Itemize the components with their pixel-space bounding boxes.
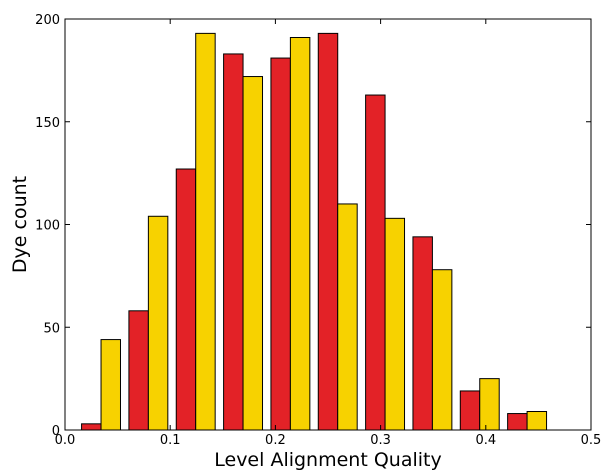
x-tick-label-2: 0.1	[160, 433, 181, 448]
bar-series-2-4	[242, 76, 264, 431]
tick-labels-group: 0.0 0.1 0.2 0.3 0.4 0.5 0 50 100 150 200	[35, 13, 601, 448]
bars-group	[81, 32, 548, 431]
bar-series-1-10	[507, 413, 528, 431]
bar-series-2-8	[431, 269, 453, 431]
bar-series-2-1	[100, 339, 121, 431]
y-tick-label-5: 200	[35, 13, 60, 28]
y-tick-label-4: 150	[35, 116, 60, 131]
bar-series-2-7	[384, 217, 406, 431]
bar-series-1-6	[317, 32, 339, 431]
bar-series-2-10	[526, 411, 548, 431]
bar-series-2-6	[337, 203, 358, 431]
bar-series-1-3	[175, 168, 197, 431]
x-tick-label-5: 0.4	[475, 433, 496, 448]
y-axis-title: Dye count	[9, 176, 31, 273]
bar-series-2-2	[147, 215, 169, 431]
x-tick-label-3: 0.2	[265, 433, 286, 448]
y-tick-label-2: 50	[43, 321, 60, 336]
bar-series-2-9	[479, 378, 500, 431]
x-tick-label-4: 0.3	[370, 433, 391, 448]
bar-series-1-8	[412, 236, 433, 431]
x-tick-label-1: 0.0	[55, 433, 76, 448]
bar-series-1-5	[270, 57, 291, 431]
ticks-group	[64, 18, 592, 431]
y-tick-label-1: 0	[52, 424, 60, 439]
bar-series-1-4	[223, 53, 244, 431]
x-tick-label-6: 0.5	[581, 433, 602, 448]
bar-series-1-1	[81, 423, 102, 431]
y-tick-label-3: 100	[35, 219, 60, 234]
bar-series-1-9	[459, 390, 481, 431]
bar-series-2-3	[195, 32, 216, 431]
bar-series-1-2	[128, 310, 149, 431]
bar-series-1-7	[365, 94, 386, 431]
bar-series-2-5	[289, 37, 311, 431]
x-axis-title: Level Alignment Quality	[214, 449, 441, 471]
